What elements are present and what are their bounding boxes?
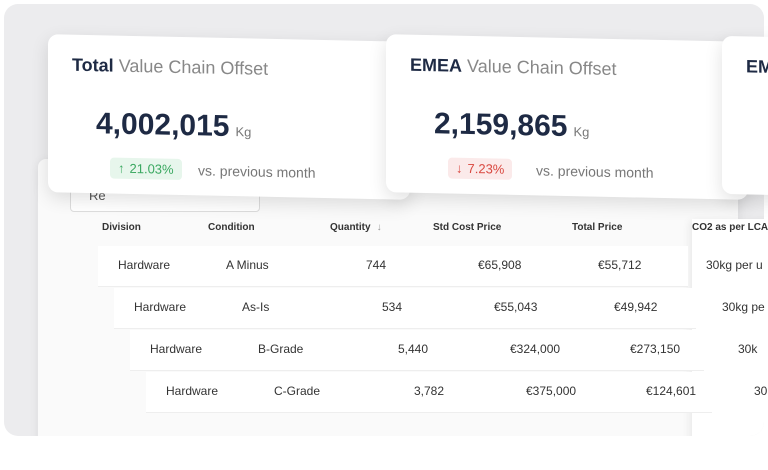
table-cell: 5,440 <box>398 342 429 356</box>
kpi-card: EMEA Value Chain Offset 2,159,865 Kg ↓ 7.23%… <box>386 34 748 200</box>
card-value-number: 4,002,015 <box>96 107 230 144</box>
table-cell: €55,043 <box>494 300 538 314</box>
card-unit: Kg <box>235 124 252 140</box>
table-cell: 30kg per u <box>706 258 763 272</box>
table-cell: Hardware <box>118 258 171 272</box>
table-cell: 30k <box>738 342 758 356</box>
card-title: EMEA Value Chain Offset <box>410 55 616 80</box>
column-header[interactable]: Total Price <box>572 222 623 233</box>
column-header[interactable]: CO2 as per LCA <box>692 222 768 233</box>
table-cell: As-Is <box>242 300 270 314</box>
card-title: Total Value Chain Offset <box>72 55 268 80</box>
table-cell: 534 <box>382 300 403 314</box>
change-note: vs. previous month <box>198 162 316 181</box>
table-cell: €55,712 <box>598 258 642 272</box>
card-title: EM <box>746 56 768 78</box>
change-arrow: ↑ <box>118 160 125 176</box>
card-unit: Kg <box>573 124 590 140</box>
kpi-card: Total Value Chain Offset 4,002,015 Kg ↑ 21.0… <box>48 34 410 200</box>
table-cell: €375,000 <box>526 384 577 398</box>
table-cell: Hardware <box>150 342 203 356</box>
table-cell: B-Grade <box>258 342 304 356</box>
table-row: Hardware C-Grade 3,782 €375,000 €124,601 <box>146 372 712 413</box>
table-cell: €324,000 <box>510 342 561 356</box>
sort-icon: ↓ <box>376 222 382 233</box>
table-cell: €49,942 <box>614 300 658 314</box>
table-row: Hardware B-Grade 5,440 €324,000 €273,150 <box>130 330 704 371</box>
kpi-card: EM <box>722 35 768 199</box>
card-title-rest: Value Chain Offset <box>118 55 269 79</box>
table-cell: €124,601 <box>646 384 697 398</box>
table-cell: €65,908 <box>478 258 522 272</box>
change-arrow: ↓ <box>456 160 463 176</box>
column-header[interactable]: Division <box>102 222 141 233</box>
change-badge: ↑ 21.03% <box>110 157 182 181</box>
table-cell: €273,150 <box>630 342 681 356</box>
column-header[interactable]: Quantity ↓ <box>330 222 382 233</box>
column-header[interactable]: Condition <box>208 222 255 233</box>
table-cell: A Minus <box>226 258 269 272</box>
card-value: 2,159,865 Kg <box>434 107 589 144</box>
table-row: Hardware A Minus 744 €65,908 €55,712 <box>98 246 688 287</box>
card-value-number: 2,159,865 <box>434 107 568 144</box>
card-title-bold: EM <box>746 56 768 77</box>
table-cell: 3,782 <box>414 384 445 398</box>
change-note: vs. previous month <box>536 162 654 181</box>
table-cell: 30kg pe <box>722 300 765 314</box>
table-row: Hardware As-Is 534 €55,043 €49,942 <box>114 288 696 329</box>
table-cell: Hardware <box>134 300 187 314</box>
column-header[interactable]: Std Cost Price <box>433 222 502 233</box>
card-title-rest: Value Chain Offset <box>467 55 617 80</box>
table-cell: 744 <box>366 258 387 272</box>
table-cell: Hardware <box>166 384 219 398</box>
table-cell: 30 <box>754 384 768 398</box>
card-title-bold: EMEA <box>410 54 463 76</box>
change-value: 7.23% <box>467 160 505 177</box>
table-cell: C-Grade <box>274 384 321 398</box>
card-title-bold: Total <box>72 54 114 76</box>
change-badge: ↓ 7.23% <box>448 157 513 180</box>
card-value: 4,002,015 Kg <box>96 107 251 144</box>
change-value: 21.03% <box>129 160 174 177</box>
